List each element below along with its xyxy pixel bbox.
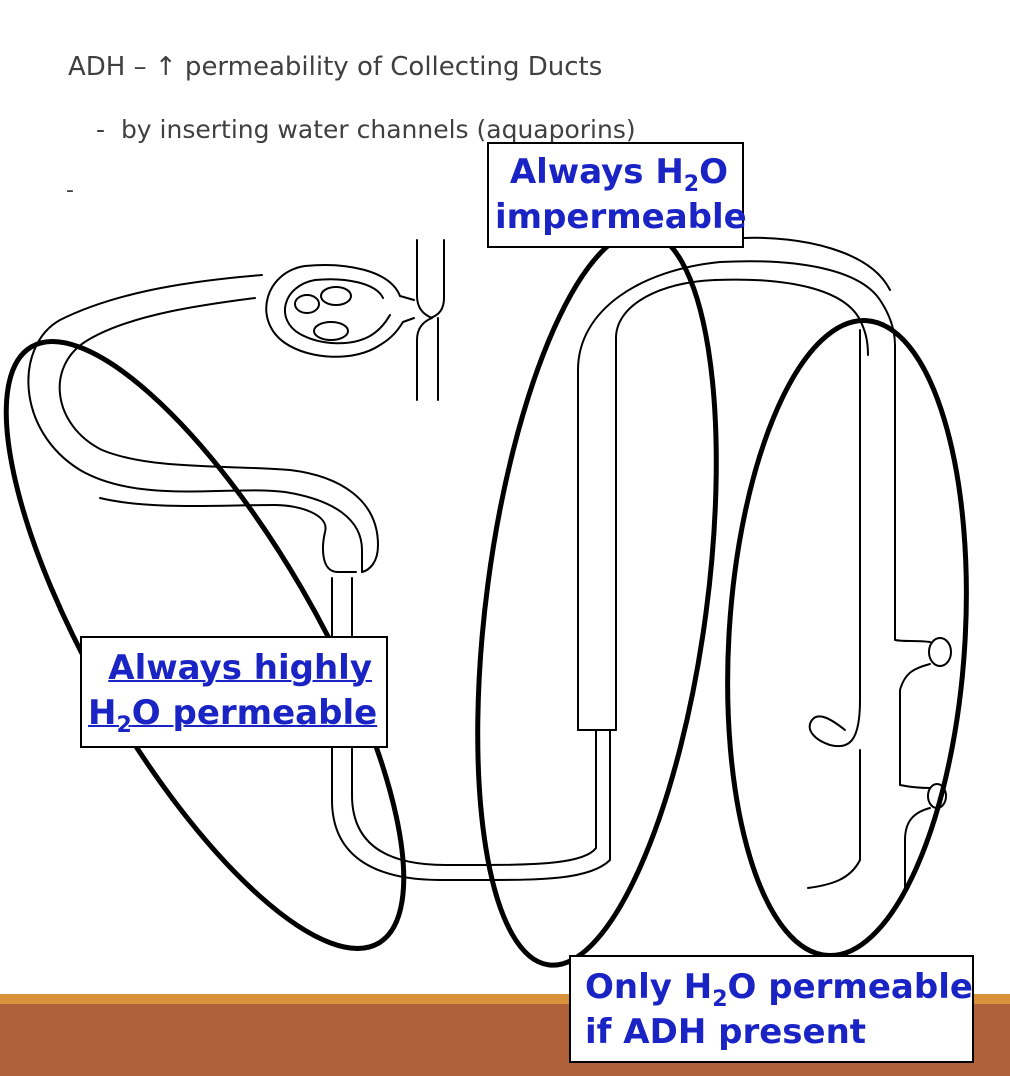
callout-top-subscript: 2 bbox=[683, 171, 700, 197]
callout-always-permeable: Always highly H2O permeable bbox=[80, 636, 388, 748]
highlight-ellipse-center bbox=[475, 228, 719, 968]
callout-right-text-b: O permeable bbox=[727, 967, 973, 1007]
callout-right-text-a: Only H bbox=[585, 967, 713, 1007]
collecting-duct bbox=[807, 329, 952, 891]
callout-top-text-a: Always H bbox=[509, 152, 684, 192]
callout-right-line2: if ADH present bbox=[585, 1012, 867, 1052]
glomerulus bbox=[265, 264, 415, 358]
callout-top-line1: Always H2O bbox=[495, 150, 728, 195]
callout-left-line2: H2O permeable bbox=[88, 691, 377, 738]
bullet-marker: - bbox=[96, 115, 106, 144]
callout-right-subscript: 2 bbox=[712, 986, 728, 1012]
ascending-limb bbox=[577, 236, 896, 731]
footer-accent-line bbox=[0, 994, 1010, 1004]
callout-top-line2: impermeable bbox=[495, 197, 747, 237]
slide-heading: ADH – ↑ permeability of Collecting Ducts bbox=[68, 52, 603, 82]
bullet-item: - by inserting water channels (aquaporin… bbox=[96, 115, 636, 144]
callout-top-text-b: O bbox=[699, 152, 728, 192]
callout-always-impermeable: Always H2O impermeable bbox=[487, 142, 747, 248]
loop-of-henle bbox=[331, 577, 611, 881]
callout-left-line1: Always highly bbox=[108, 648, 372, 688]
upper-collecting-tube bbox=[416, 239, 445, 401]
callout-adh-permeable: Only H2O permeable if ADH present bbox=[569, 955, 974, 1063]
proximal-tubule bbox=[27, 274, 379, 573]
callout-right-line1: Only H2O permeable bbox=[585, 965, 973, 1012]
callout-left-subscript: 2 bbox=[116, 712, 132, 738]
callout-left-text-b: O permeable bbox=[131, 693, 378, 733]
callout-left-text-a: H bbox=[88, 693, 117, 733]
empty-bullet-marker: - bbox=[66, 178, 74, 203]
bullet-text: by inserting water channels (aquaporins) bbox=[120, 115, 636, 144]
